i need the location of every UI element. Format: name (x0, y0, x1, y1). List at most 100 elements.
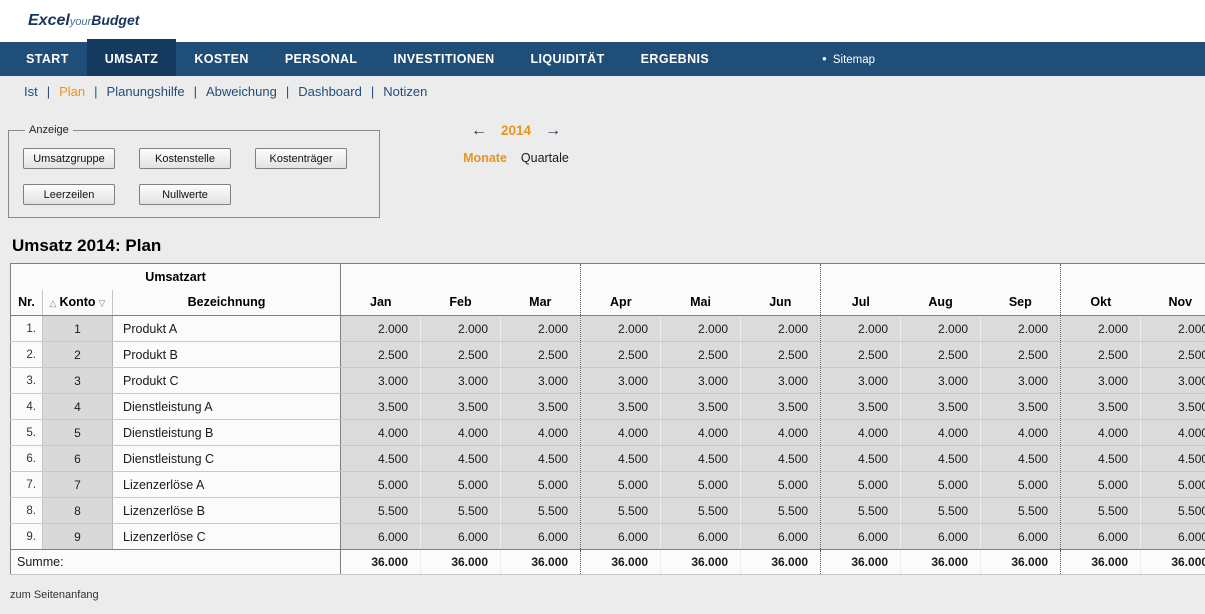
summe-value-cell: 36.000 (1061, 550, 1141, 575)
value-cell: 3.000 (581, 368, 661, 394)
konto-cell: 2 (43, 342, 113, 368)
previous-year-arrow-icon[interactable]: ← (471, 122, 487, 139)
subnav-item-planungshilfe[interactable]: Planungshilfe (107, 84, 185, 99)
value-cell: 5.500 (501, 498, 581, 524)
value-cell: 3.500 (501, 394, 581, 420)
value-cell: 4.500 (1141, 446, 1205, 472)
nr-cell: 4. (11, 394, 43, 420)
subnav-separator: | (94, 84, 97, 99)
nav-item-investitionen[interactable]: INVESTITIONEN (375, 42, 512, 76)
value-cell: 4.000 (1141, 420, 1205, 446)
sort-ascending-icon[interactable]: △ (50, 298, 57, 308)
main-nav-items: STARTUMSATZKOSTENPERSONALINVESTITIONENLI… (8, 42, 727, 76)
view-quartale[interactable]: Quartale (521, 151, 569, 165)
anzeige-button-leerzeilen[interactable]: Leerzeilen (23, 184, 115, 205)
nav-item-personal[interactable]: PERSONAL (267, 42, 376, 76)
value-cell: 2.500 (741, 342, 821, 368)
value-cell: 5.000 (1141, 472, 1205, 498)
subnav-item-notizen[interactable]: Notizen (383, 84, 427, 99)
value-cell: 6.000 (821, 524, 901, 550)
month-header: Aug (901, 290, 981, 316)
value-cell: 5.500 (341, 498, 421, 524)
konto-cell: 3 (43, 368, 113, 394)
value-cell: 4.500 (741, 446, 821, 472)
anzeige-button-row-2: Leerzeilen Nullwerte (23, 184, 379, 205)
view-switcher: Monate Quartale (450, 149, 582, 167)
summe-value-cell: 36.000 (1141, 550, 1205, 575)
anzeige-button-row-1: Umsatzgruppe Kostenstelle Kostenträger (23, 148, 379, 169)
anzeige-legend: Anzeige (25, 124, 73, 136)
anzeige-button-kostenträger[interactable]: Kostenträger (255, 148, 347, 169)
bezeichnung-cell: Lizenzerlöse C (113, 524, 341, 550)
konto-cell: 6 (43, 446, 113, 472)
value-cell: 4.000 (981, 420, 1061, 446)
nr-cell: 7. (11, 472, 43, 498)
value-cell: 4.000 (1061, 420, 1141, 446)
subnav-separator: | (194, 84, 197, 99)
main-navigation: STARTUMSATZKOSTENPERSONALINVESTITIONENLI… (0, 42, 1205, 76)
sort-descending-icon[interactable]: ▽ (99, 298, 106, 308)
value-cell: 3.500 (1141, 394, 1205, 420)
brand-logo-your: your (70, 16, 91, 28)
nav-item-kosten[interactable]: KOSTEN (176, 42, 267, 76)
value-cell: 4.500 (421, 446, 501, 472)
value-cell: 3.500 (1061, 394, 1141, 420)
value-cell: 4.000 (821, 420, 901, 446)
value-cell: 6.000 (1141, 524, 1205, 550)
value-cell: 3.000 (661, 368, 741, 394)
nav-item-ergebnis[interactable]: ERGEBNIS (623, 42, 728, 76)
value-cell: 4.500 (661, 446, 741, 472)
view-monate[interactable]: Monate (463, 151, 507, 165)
value-cell: 2.000 (581, 316, 661, 342)
anzeige-button-nullwerte[interactable]: Nullwerte (139, 184, 231, 205)
value-cell: 3.000 (1061, 368, 1141, 394)
month-header: Jun (741, 290, 821, 316)
value-cell: 4.500 (581, 446, 661, 472)
bezeichnung-cell: Dienstleistung C (113, 446, 341, 472)
nav-item-umsatz[interactable]: UMSATZ (87, 42, 177, 76)
anzeige-button-kostenstelle[interactable]: Kostenstelle (139, 148, 231, 169)
subnav-item-abweichung[interactable]: Abweichung (206, 84, 277, 99)
value-cell: 5.500 (901, 498, 981, 524)
value-cell: 2.500 (341, 342, 421, 368)
subnav-item-ist[interactable]: Ist (24, 84, 38, 99)
value-cell: 2.500 (661, 342, 741, 368)
value-cell: 5.000 (1061, 472, 1141, 498)
value-cell: 2.000 (341, 316, 421, 342)
value-cell: 4.000 (741, 420, 821, 446)
anzeige-button-umsatzgruppe[interactable]: Umsatzgruppe (23, 148, 115, 169)
nav-item-liquidität[interactable]: LIQUIDITÄT (513, 42, 623, 76)
bezeichnung-cell: Lizenzerlöse B (113, 498, 341, 524)
next-year-arrow-icon[interactable]: → (545, 122, 561, 139)
bezeichnung-cell: Produkt A (113, 316, 341, 342)
nav-item-start[interactable]: START (8, 42, 87, 76)
value-cell: 5.000 (821, 472, 901, 498)
sitemap-link[interactable]: ●Sitemap (822, 42, 875, 77)
value-cell: 2.500 (501, 342, 581, 368)
konto-header: △Konto▽ (43, 290, 113, 316)
value-cell: 5.000 (581, 472, 661, 498)
value-cell: 5.000 (901, 472, 981, 498)
value-cell: 3.500 (341, 394, 421, 420)
summe-value-cell: 36.000 (741, 550, 821, 575)
quarter-group-header (581, 264, 821, 290)
subnav-item-dashboard[interactable]: Dashboard (298, 84, 362, 99)
bezeichnung-cell: Produkt B (113, 342, 341, 368)
konto-cell: 8 (43, 498, 113, 524)
quarter-group-header (341, 264, 581, 290)
summe-value-cell: 36.000 (341, 550, 421, 575)
summe-value-cell: 36.000 (661, 550, 741, 575)
summe-value-cell: 36.000 (421, 550, 501, 575)
value-cell: 5.500 (1061, 498, 1141, 524)
top-bar: ExcelyourBudget (0, 0, 1205, 42)
value-cell: 4.500 (501, 446, 581, 472)
value-cell: 2.000 (981, 316, 1061, 342)
subnav-item-plan[interactable]: Plan (59, 84, 85, 99)
year-selector: ←2014→ (450, 122, 582, 140)
umsatzart-header: Umsatzart (11, 264, 341, 290)
value-cell: 2.000 (661, 316, 741, 342)
value-cell: 2.000 (901, 316, 981, 342)
back-to-top-link[interactable]: zum Seitenanfang (10, 589, 99, 601)
brand-logo[interactable]: ExcelyourBudget (28, 12, 139, 30)
value-cell: 3.000 (421, 368, 501, 394)
